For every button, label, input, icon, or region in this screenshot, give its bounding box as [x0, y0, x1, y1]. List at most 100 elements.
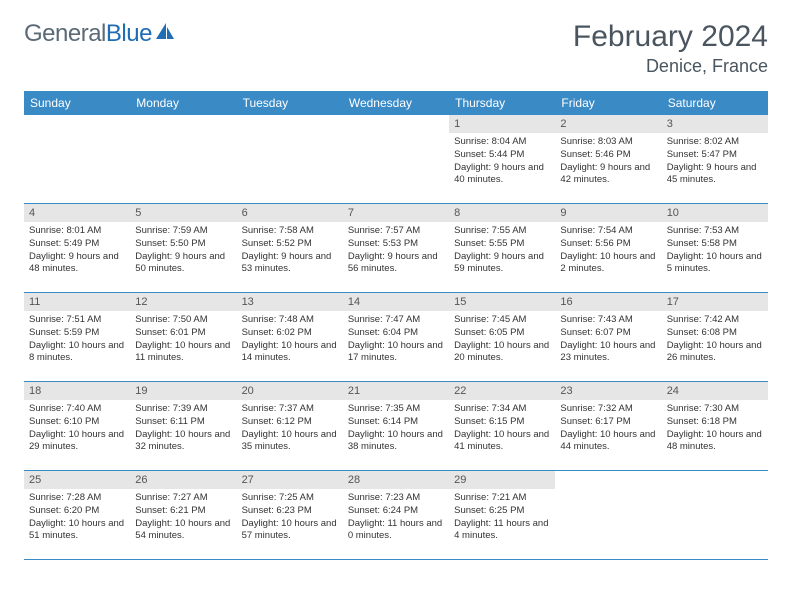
day-number: 24 [662, 382, 768, 400]
day-number: 20 [237, 382, 343, 400]
day-body: Sunrise: 7:43 AMSunset: 6:07 PMDaylight:… [555, 311, 661, 370]
daylight-text: Daylight: 11 hours and 0 minutes. [348, 518, 444, 544]
day-body: Sunrise: 7:55 AMSunset: 5:55 PMDaylight:… [449, 222, 555, 281]
sunset-text: Sunset: 5:55 PM [454, 238, 550, 251]
sunset-text: Sunset: 6:18 PM [667, 416, 763, 429]
day-body: Sunrise: 7:58 AMSunset: 5:52 PMDaylight:… [237, 222, 343, 281]
day-body: Sunrise: 7:37 AMSunset: 6:12 PMDaylight:… [237, 400, 343, 459]
daylight-text: Daylight: 9 hours and 53 minutes. [242, 251, 338, 277]
sunrise-text: Sunrise: 7:43 AM [560, 314, 656, 327]
day-cell: 5Sunrise: 7:59 AMSunset: 5:50 PMDaylight… [130, 204, 236, 292]
day-number: 23 [555, 382, 661, 400]
daylight-text: Daylight: 10 hours and 41 minutes. [454, 429, 550, 455]
daylight-text: Daylight: 10 hours and 8 minutes. [29, 340, 125, 366]
sunrise-text: Sunrise: 7:35 AM [348, 403, 444, 416]
daylight-text: Daylight: 10 hours and 57 minutes. [242, 518, 338, 544]
day-cell: 2Sunrise: 8:03 AMSunset: 5:46 PMDaylight… [555, 115, 661, 203]
day-body: Sunrise: 7:35 AMSunset: 6:14 PMDaylight:… [343, 400, 449, 459]
sunrise-text: Sunrise: 7:57 AM [348, 225, 444, 238]
daylight-text: Daylight: 10 hours and 14 minutes. [242, 340, 338, 366]
day-body: Sunrise: 7:42 AMSunset: 6:08 PMDaylight:… [662, 311, 768, 370]
day-body: Sunrise: 7:23 AMSunset: 6:24 PMDaylight:… [343, 489, 449, 548]
day-body: Sunrise: 8:02 AMSunset: 5:47 PMDaylight:… [662, 133, 768, 192]
sunset-text: Sunset: 5:53 PM [348, 238, 444, 251]
day-number: 8 [449, 204, 555, 222]
day-cell: 1Sunrise: 8:04 AMSunset: 5:44 PMDaylight… [449, 115, 555, 203]
daylight-text: Daylight: 9 hours and 59 minutes. [454, 251, 550, 277]
day-cell: 20Sunrise: 7:37 AMSunset: 6:12 PMDayligh… [237, 382, 343, 470]
sunrise-text: Sunrise: 7:48 AM [242, 314, 338, 327]
day-header: Saturday [662, 91, 768, 115]
page-header: GeneralBlue February 2024 Denice, France [24, 20, 768, 77]
sunrise-text: Sunrise: 7:37 AM [242, 403, 338, 416]
daylight-text: Daylight: 10 hours and 54 minutes. [135, 518, 231, 544]
day-cell: 29Sunrise: 7:21 AMSunset: 6:25 PMDayligh… [449, 471, 555, 559]
day-cell: 9Sunrise: 7:54 AMSunset: 5:56 PMDaylight… [555, 204, 661, 292]
sunset-text: Sunset: 6:21 PM [135, 505, 231, 518]
location-label: Denice, France [573, 56, 768, 77]
day-number: 17 [662, 293, 768, 311]
sunset-text: Sunset: 5:58 PM [667, 238, 763, 251]
weeks-container: 1Sunrise: 8:04 AMSunset: 5:44 PMDaylight… [24, 115, 768, 560]
day-number: 28 [343, 471, 449, 489]
day-number: 15 [449, 293, 555, 311]
daylight-text: Daylight: 10 hours and 11 minutes. [135, 340, 231, 366]
day-header: Monday [130, 91, 236, 115]
sunrise-text: Sunrise: 7:54 AM [560, 225, 656, 238]
day-body: Sunrise: 7:21 AMSunset: 6:25 PMDaylight:… [449, 489, 555, 548]
sunset-text: Sunset: 6:12 PM [242, 416, 338, 429]
daylight-text: Daylight: 10 hours and 5 minutes. [667, 251, 763, 277]
calendar-page: GeneralBlue February 2024 Denice, France… [0, 0, 792, 580]
day-cell: 10Sunrise: 7:53 AMSunset: 5:58 PMDayligh… [662, 204, 768, 292]
sunrise-text: Sunrise: 7:28 AM [29, 492, 125, 505]
sunset-text: Sunset: 6:01 PM [135, 327, 231, 340]
day-header: Friday [555, 91, 661, 115]
sunrise-text: Sunrise: 8:04 AM [454, 136, 550, 149]
week-row: 1Sunrise: 8:04 AMSunset: 5:44 PMDaylight… [24, 115, 768, 204]
day-number [555, 471, 661, 477]
day-number: 27 [237, 471, 343, 489]
logo: GeneralBlue [24, 20, 176, 48]
day-number: 13 [237, 293, 343, 311]
day-cell: 6Sunrise: 7:58 AMSunset: 5:52 PMDaylight… [237, 204, 343, 292]
day-body: Sunrise: 7:34 AMSunset: 6:15 PMDaylight:… [449, 400, 555, 459]
daylight-text: Daylight: 9 hours and 56 minutes. [348, 251, 444, 277]
day-header: Sunday [24, 91, 130, 115]
daylight-text: Daylight: 9 hours and 45 minutes. [667, 162, 763, 188]
sunrise-text: Sunrise: 7:51 AM [29, 314, 125, 327]
day-body: Sunrise: 8:04 AMSunset: 5:44 PMDaylight:… [449, 133, 555, 192]
day-body: Sunrise: 7:50 AMSunset: 6:01 PMDaylight:… [130, 311, 236, 370]
sunrise-text: Sunrise: 7:47 AM [348, 314, 444, 327]
sunset-text: Sunset: 5:49 PM [29, 238, 125, 251]
sunset-text: Sunset: 6:04 PM [348, 327, 444, 340]
sunrise-text: Sunrise: 7:34 AM [454, 403, 550, 416]
day-body: Sunrise: 7:28 AMSunset: 6:20 PMDaylight:… [24, 489, 130, 548]
sunrise-text: Sunrise: 7:32 AM [560, 403, 656, 416]
day-body: Sunrise: 7:48 AMSunset: 6:02 PMDaylight:… [237, 311, 343, 370]
logo-text-1: General [24, 20, 106, 48]
week-row: 11Sunrise: 7:51 AMSunset: 5:59 PMDayligh… [24, 293, 768, 382]
day-cell: 19Sunrise: 7:39 AMSunset: 6:11 PMDayligh… [130, 382, 236, 470]
day-header: Thursday [449, 91, 555, 115]
day-body: Sunrise: 7:51 AMSunset: 5:59 PMDaylight:… [24, 311, 130, 370]
daylight-text: Daylight: 10 hours and 51 minutes. [29, 518, 125, 544]
day-cell: 16Sunrise: 7:43 AMSunset: 6:07 PMDayligh… [555, 293, 661, 381]
day-cell: 7Sunrise: 7:57 AMSunset: 5:53 PMDaylight… [343, 204, 449, 292]
day-number [662, 471, 768, 477]
day-number: 3 [662, 115, 768, 133]
day-cell: 11Sunrise: 7:51 AMSunset: 5:59 PMDayligh… [24, 293, 130, 381]
day-number: 25 [24, 471, 130, 489]
daylight-text: Daylight: 10 hours and 35 minutes. [242, 429, 338, 455]
day-number: 16 [555, 293, 661, 311]
day-body: Sunrise: 7:53 AMSunset: 5:58 PMDaylight:… [662, 222, 768, 281]
day-cell [662, 471, 768, 559]
daylight-text: Daylight: 10 hours and 17 minutes. [348, 340, 444, 366]
daylight-text: Daylight: 9 hours and 48 minutes. [29, 251, 125, 277]
sunrise-text: Sunrise: 7:42 AM [667, 314, 763, 327]
sunset-text: Sunset: 5:44 PM [454, 149, 550, 162]
sunset-text: Sunset: 6:20 PM [29, 505, 125, 518]
sunset-text: Sunset: 6:08 PM [667, 327, 763, 340]
day-cell: 27Sunrise: 7:25 AMSunset: 6:23 PMDayligh… [237, 471, 343, 559]
daylight-text: Daylight: 10 hours and 20 minutes. [454, 340, 550, 366]
day-body: Sunrise: 8:03 AMSunset: 5:46 PMDaylight:… [555, 133, 661, 192]
